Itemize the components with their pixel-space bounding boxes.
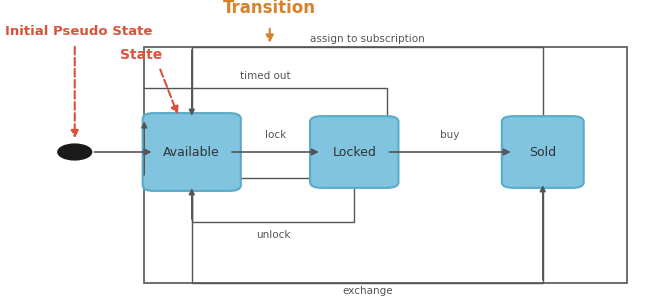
FancyBboxPatch shape	[502, 116, 584, 188]
Text: exchange: exchange	[342, 286, 393, 296]
Text: Sold: Sold	[529, 146, 556, 158]
Text: Locked: Locked	[332, 146, 376, 158]
Text: timed out: timed out	[240, 71, 291, 81]
Bar	[144, 47, 627, 283]
Circle shape	[58, 144, 92, 160]
Text: Available: Available	[163, 146, 220, 158]
Text: Transition: Transition	[223, 0, 317, 17]
Text: unlock: unlock	[255, 230, 291, 240]
FancyBboxPatch shape	[143, 113, 240, 191]
Text: buy: buy	[441, 130, 460, 140]
Text: assign to subscription: assign to subscription	[310, 34, 424, 44]
Text: lock: lock	[265, 130, 286, 140]
FancyBboxPatch shape	[310, 116, 398, 188]
Text: State: State	[120, 48, 162, 62]
Text: Initial Pseudo State: Initial Pseudo State	[5, 26, 153, 38]
